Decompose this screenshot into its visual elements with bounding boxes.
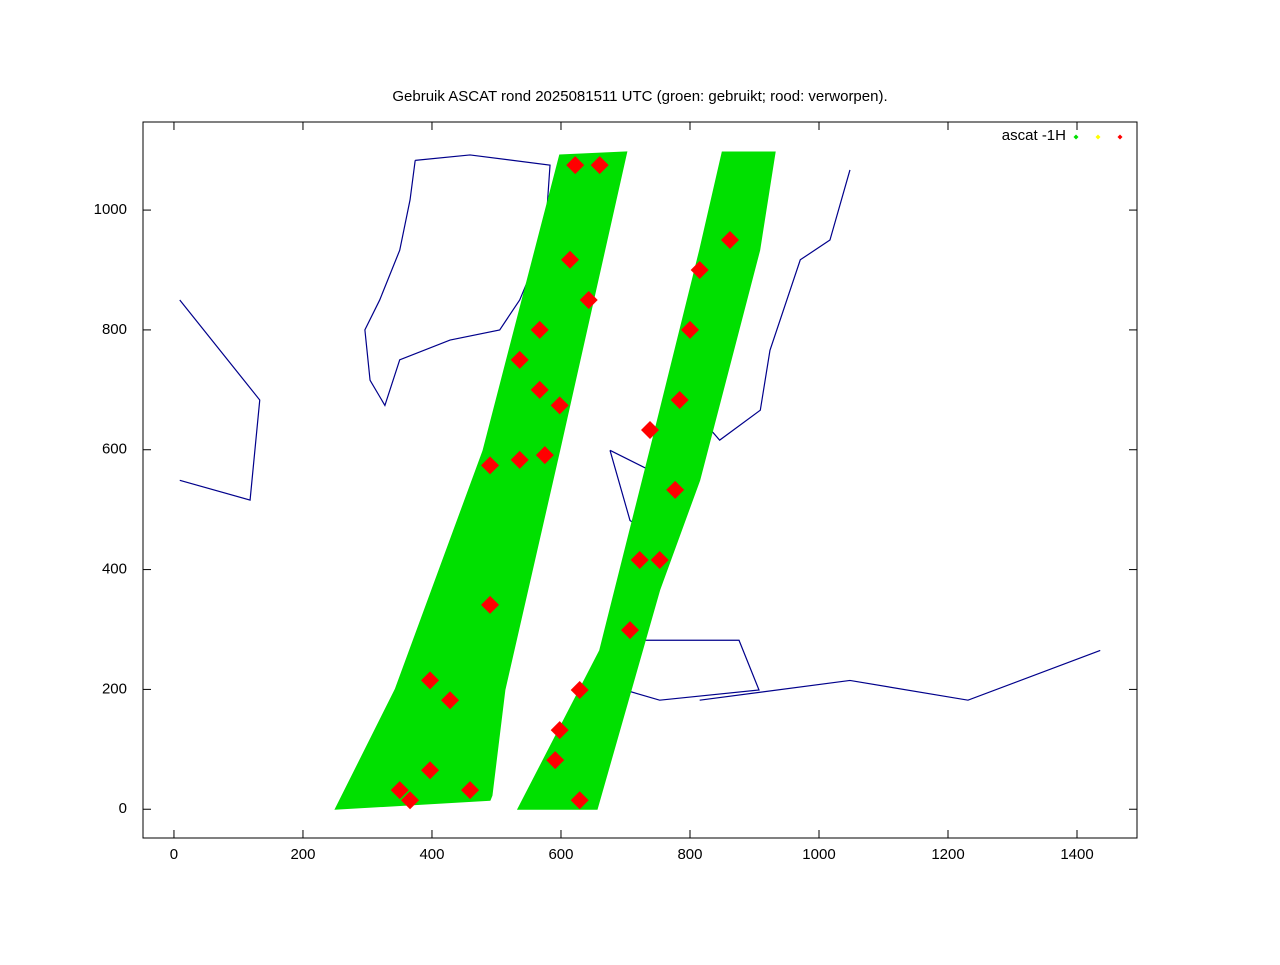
- coastline: [179, 299, 261, 501]
- rejected-point: [621, 621, 640, 640]
- rejected-point: [680, 320, 699, 339]
- coastline: [699, 649, 1101, 701]
- rejected-point: [561, 250, 580, 269]
- rejected-point: [590, 156, 609, 175]
- rejected-point: [481, 595, 500, 614]
- rejected-point: [720, 231, 739, 250]
- x-tick-label: 1000: [802, 846, 835, 863]
- rejected-point: [441, 691, 460, 710]
- plot-frame: [142, 121, 1138, 839]
- rejected-point: [390, 781, 409, 800]
- rejected-point: [401, 791, 420, 810]
- x-tick-label: 600: [548, 846, 573, 863]
- x-tick-label: 800: [677, 846, 702, 863]
- rejected-point: [421, 671, 440, 690]
- rejected-point: [546, 751, 565, 770]
- y-tick-label: 400: [102, 561, 127, 578]
- coastline: [364, 154, 551, 407]
- legend-marker: [1095, 134, 1101, 140]
- rejected-point: [535, 446, 554, 465]
- rejected-point: [650, 550, 669, 569]
- rejected-point: [550, 396, 569, 415]
- x-tick-label: 1200: [931, 846, 964, 863]
- rejected-point: [570, 791, 589, 810]
- rejected-point: [550, 721, 569, 740]
- y-tick-label: 0: [119, 800, 127, 817]
- rejected-point: [461, 781, 480, 800]
- legend-marker: [1073, 134, 1079, 140]
- rejected-point: [566, 156, 585, 175]
- x-tick-label: 200: [290, 846, 315, 863]
- x-tick-label: 1400: [1060, 846, 1093, 863]
- y-tick-label: 800: [102, 321, 127, 338]
- swath-area: [516, 151, 776, 810]
- rejected-point: [570, 681, 589, 700]
- rejected-point: [640, 420, 659, 439]
- legend-marker: [1117, 134, 1123, 140]
- rejected-point: [666, 480, 685, 499]
- x-tick-label: 400: [419, 846, 444, 863]
- rejected-point: [579, 290, 598, 309]
- x-tick-label: 0: [170, 846, 178, 863]
- y-tick-label: 1000: [94, 201, 127, 218]
- rejected-point: [630, 550, 649, 569]
- rejected-point: [510, 350, 529, 369]
- y-tick-label: 200: [102, 680, 127, 697]
- legend-label: ascat -1H: [1002, 127, 1066, 144]
- rejected-point: [670, 391, 689, 410]
- chart-title: Gebruik ASCAT rond 2025081511 UTC (groen…: [392, 88, 887, 105]
- rejected-point: [510, 450, 529, 469]
- rejected-point: [690, 260, 709, 279]
- rejected-point: [481, 456, 500, 475]
- rejected-point: [530, 380, 549, 399]
- y-tick-label: 600: [102, 441, 127, 458]
- rejected-point: [421, 761, 440, 780]
- rejected-point: [530, 320, 549, 339]
